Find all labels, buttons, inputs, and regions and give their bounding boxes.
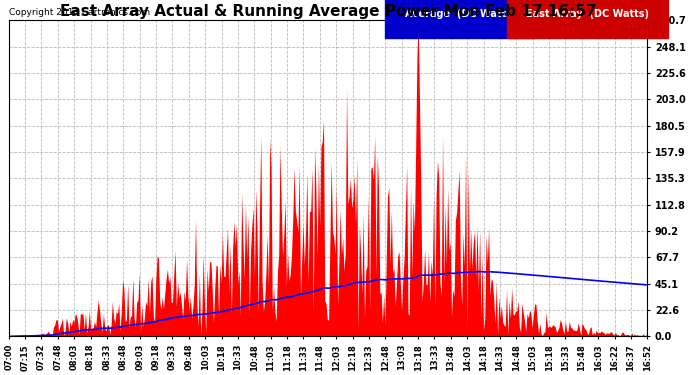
Title: East Array Actual & Running Average Power Mon Feb 17 16:57: East Array Actual & Running Average Powe… <box>60 4 596 19</box>
Text: Average  (DC Watts): Average (DC Watts) <box>404 9 516 19</box>
Text: Copyright 2014 Cartronics.com: Copyright 2014 Cartronics.com <box>9 8 150 17</box>
Text: East Array  (DC Watts): East Array (DC Watts) <box>526 9 649 19</box>
